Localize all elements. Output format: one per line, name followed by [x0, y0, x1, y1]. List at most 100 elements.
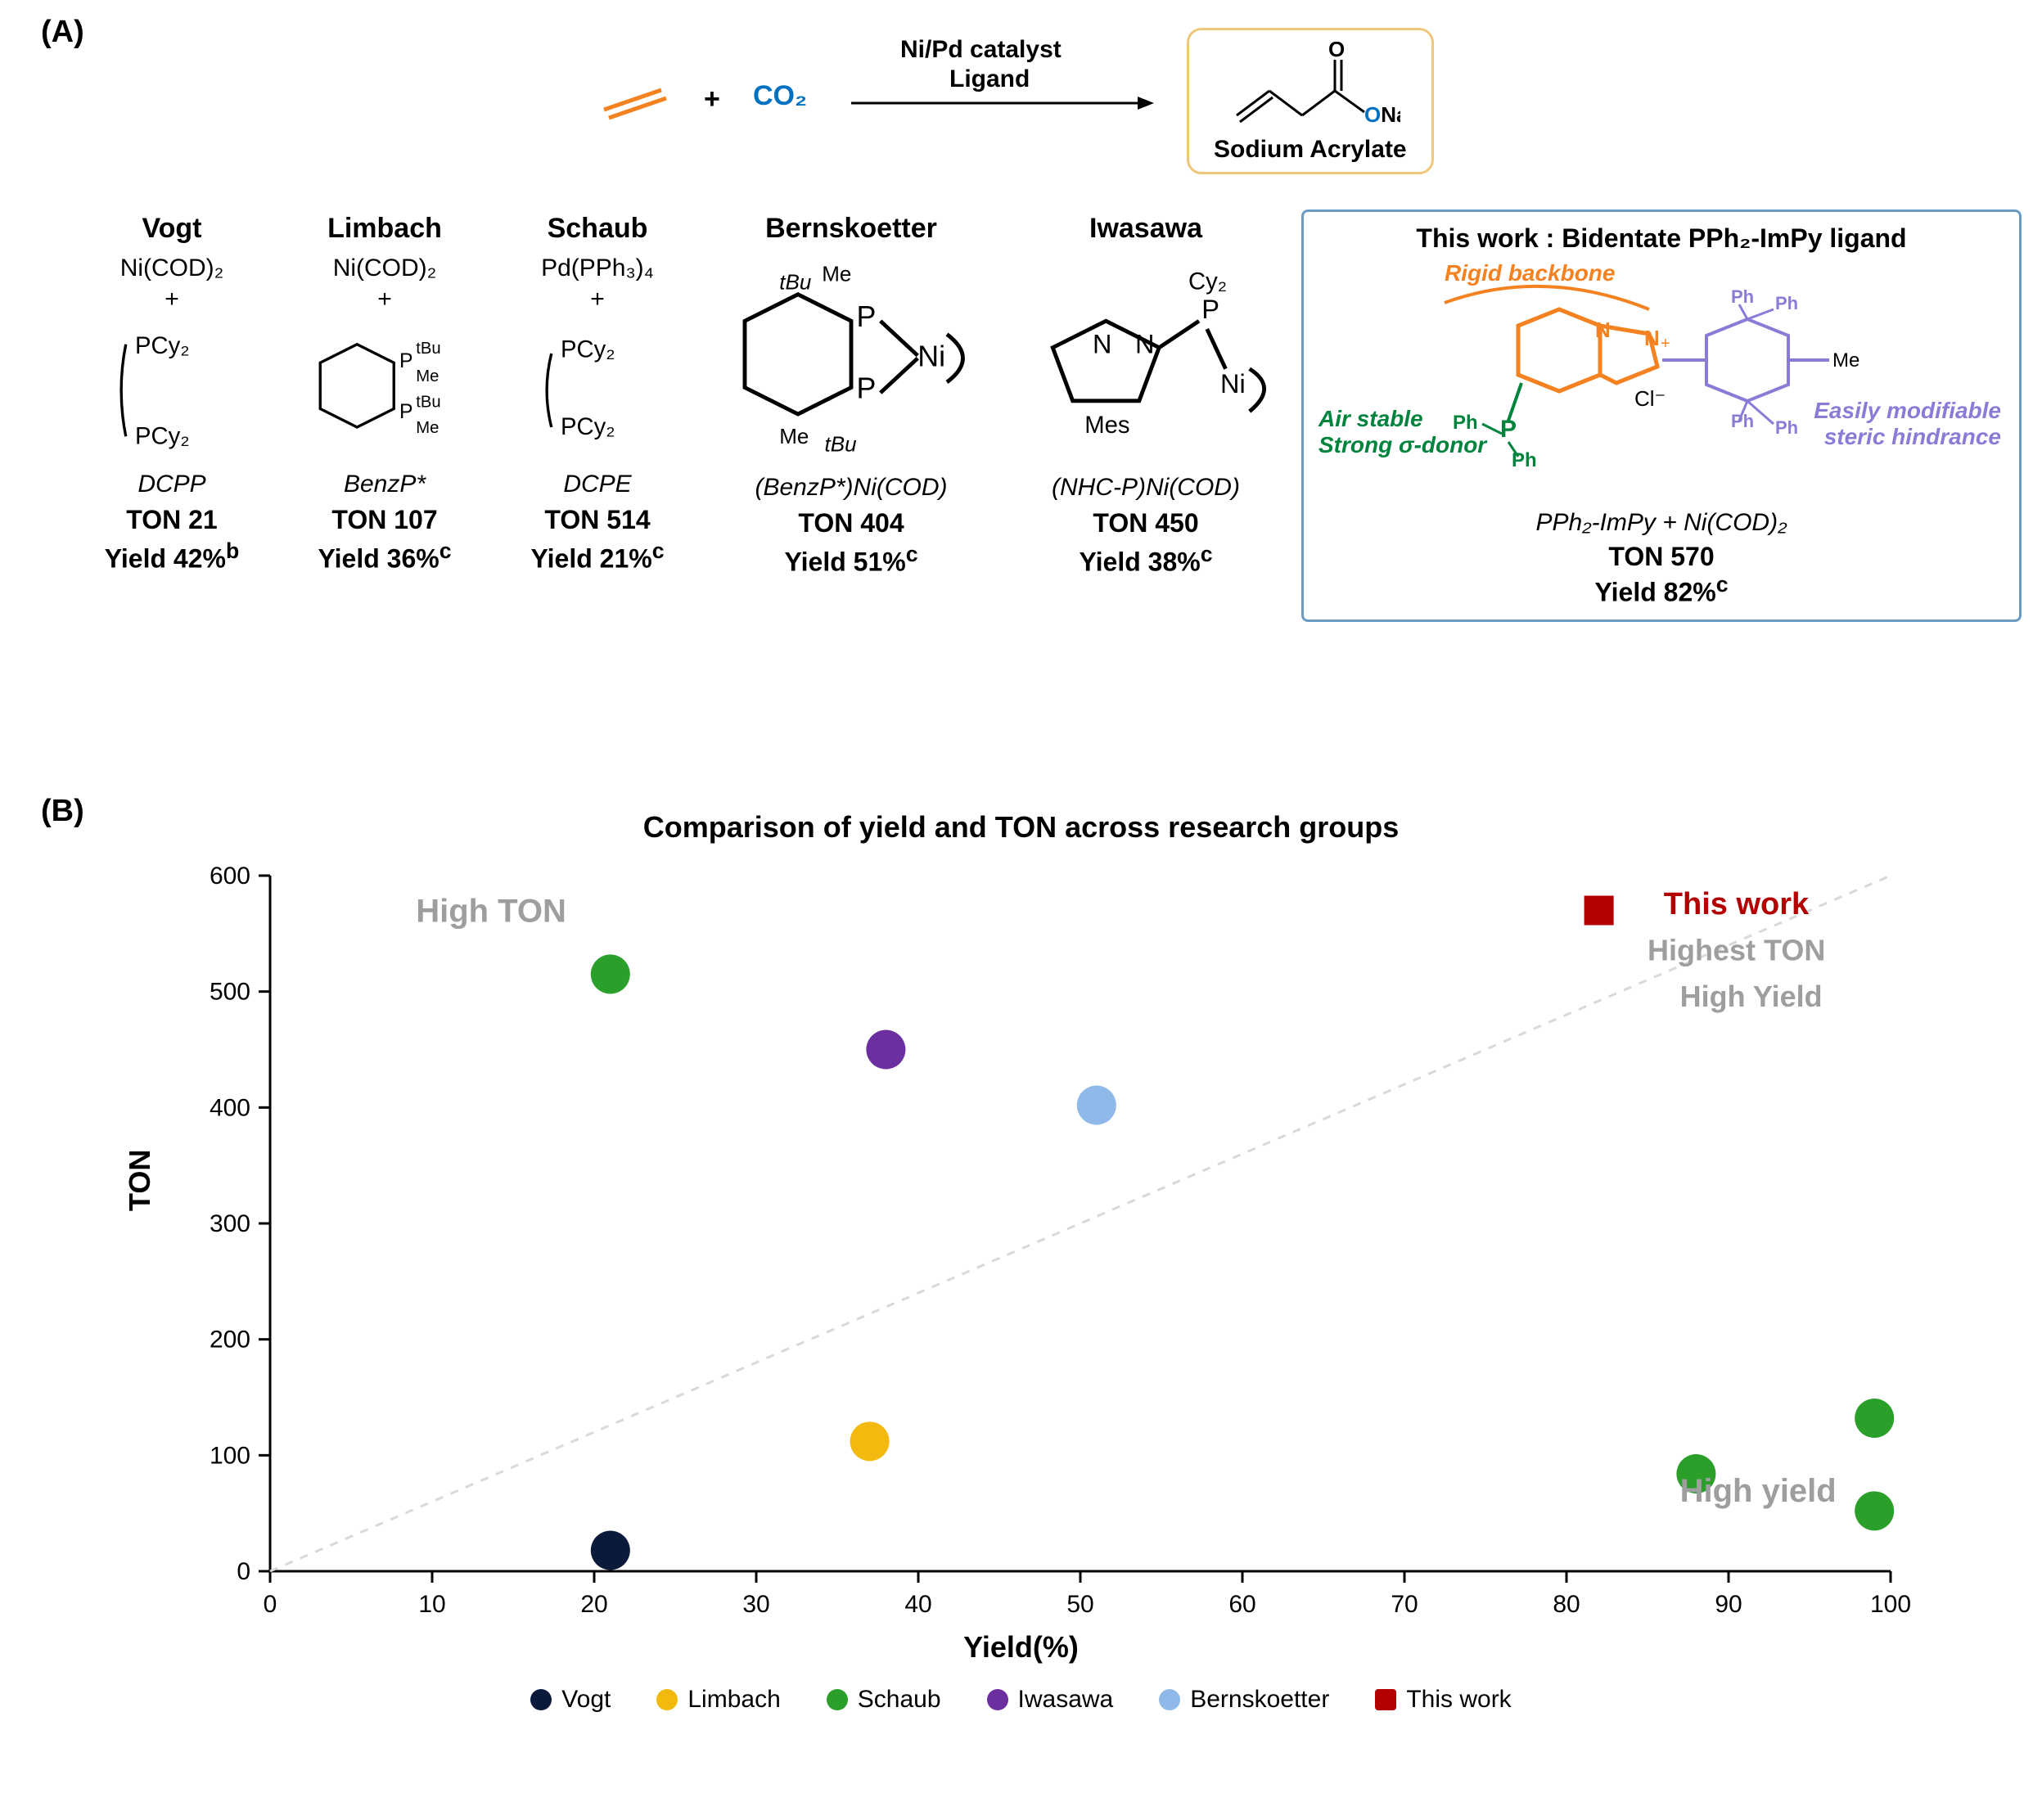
svg-text:Ph: Ph: [1731, 286, 1754, 307]
svg-text:30: 30: [742, 1591, 769, 1618]
svg-text:+: +: [1661, 335, 1670, 353]
annot-steric1: Easily modifiable: [1814, 398, 2001, 424]
svg-text:10: 10: [418, 1591, 445, 1618]
group-ton: TON 450: [1007, 508, 1285, 538]
group-structure: PCy₂PCy₂: [499, 317, 696, 464]
svg-text:N: N: [1595, 318, 1611, 342]
svg-text:Me: Me: [822, 262, 851, 286]
legend-item-iwasawa: Iwasawa: [987, 1686, 1114, 1714]
svg-text:400: 400: [210, 1094, 250, 1121]
thiswork-yield: Yield 82%c: [1322, 572, 2001, 608]
svg-text:High yield: High yield: [1680, 1473, 1837, 1509]
group-ton: TON 514: [499, 505, 696, 535]
ethylene-icon: [597, 82, 671, 123]
svg-text:Me: Me: [416, 419, 439, 437]
svg-text:500: 500: [210, 979, 250, 1006]
svg-text:20: 20: [580, 1591, 607, 1618]
legend-item-this-work: This work: [1375, 1686, 1511, 1714]
svg-text:40: 40: [904, 1591, 931, 1618]
group-yield: Yield 42%b: [74, 538, 270, 574]
legend: Vogt Limbach Schaub Iwasawa Bernskoetter This…: [41, 1686, 2001, 1714]
annot-sigma: Strong σ-donor: [1319, 432, 1486, 458]
arrow-label-top: Ni/Pd catalyst: [900, 36, 1062, 64]
reaction-plus: +: [704, 83, 720, 115]
group-plus: +: [499, 286, 696, 313]
reaction-arrow-icon: [851, 93, 1154, 113]
group-system: Pd(PPh₃)₄: [499, 255, 696, 282]
group-col-vogt: Vogt Ni(COD)₂ + PCy₂PCy₂ DCPP TON 21 Yie…: [74, 213, 270, 574]
point-Bernskoetter: [1077, 1086, 1116, 1125]
svg-text:0: 0: [237, 1558, 250, 1585]
group-yield: Yield 36%c: [278, 538, 491, 574]
svg-text:PCy₂: PCy₂: [561, 414, 615, 440]
legend-item-limbach: Limbach: [656, 1686, 780, 1714]
group-ligand: BenzP*: [278, 471, 491, 498]
panel-b: Comparison of yield and TON across resea…: [41, 794, 2001, 1776]
product-box: O ONa Sodium Acrylate: [1187, 28, 1434, 174]
svg-text:200: 200: [210, 1327, 250, 1354]
chart-svg: 0102030405060708090100010020030040050060…: [205, 859, 1923, 1637]
point-Schaub: [591, 954, 630, 993]
legend-item-vogt: Vogt: [530, 1686, 611, 1714]
group-name: Schaub: [499, 213, 696, 245]
legend-label: Iwasawa: [1018, 1686, 1114, 1714]
legend-item-bernskoetter: Bernskoetter: [1159, 1686, 1329, 1714]
annot-air: Air stable: [1319, 406, 1423, 432]
group-structure: PPNitBuMeMetBu: [704, 255, 998, 467]
svg-text:Me: Me: [416, 367, 439, 385]
point-Limbach: [850, 1421, 890, 1461]
group-col-iwasawa: Iwasawa NNPCy₂NiMes (NHC-P)Ni(COD) TON 4…: [1007, 213, 1285, 578]
svg-text:tBu: tBu: [416, 340, 440, 358]
svg-text:Ph: Ph: [1775, 417, 1798, 438]
svg-text:P: P: [399, 350, 413, 372]
chart-area: 0102030405060708090100010020030040050060…: [205, 859, 1923, 1637]
group-ligand: DCPE: [499, 471, 696, 498]
svg-text:Highest TON: Highest TON: [1648, 933, 1825, 966]
legend-item-schaub: Schaub: [827, 1686, 941, 1714]
svg-text:Cl⁻: Cl⁻: [1634, 386, 1666, 411]
group-ton: TON 21: [74, 505, 270, 535]
svg-text:N: N: [1135, 329, 1154, 358]
legend-swatch: [1159, 1689, 1180, 1710]
point-Vogt: [591, 1531, 630, 1570]
reaction-co2: CO₂: [753, 80, 807, 112]
svg-text:0: 0: [264, 1591, 277, 1618]
svg-text:O: O: [1328, 42, 1345, 61]
svg-text:Cy₂: Cy₂: [1188, 268, 1227, 295]
svg-text:High Yield: High Yield: [1680, 980, 1823, 1013]
svg-text:PCy₂: PCy₂: [135, 333, 190, 359]
svg-text:Ni: Ni: [917, 340, 945, 373]
svg-text:Ph: Ph: [1775, 293, 1798, 313]
legend-swatch: [530, 1689, 552, 1710]
group-structure: PPtBuMetBuMe: [278, 317, 491, 464]
svg-text:P: P: [1201, 295, 1219, 324]
group-structure: PCy₂ PCy₂: [74, 317, 270, 464]
legend-label: Schaub: [858, 1686, 941, 1714]
svg-text:Me: Me: [1832, 349, 1859, 372]
arrow-label-bottom: Ligand: [949, 65, 1030, 93]
svg-text:N: N: [1093, 329, 1111, 358]
svg-text:60: 60: [1228, 1591, 1255, 1618]
group-yield: Yield 38%c: [1007, 542, 1285, 578]
legend-label: Bernskoetter: [1190, 1686, 1329, 1714]
svg-text:70: 70: [1391, 1591, 1418, 1618]
y-axis-label: TON: [123, 1150, 157, 1211]
svg-text:PCy₂: PCy₂: [135, 423, 190, 449]
group-ligand: (BenzP*)Ni(COD): [704, 474, 998, 502]
group-plus: +: [278, 286, 491, 313]
sodium-acrylate-icon: O ONa: [1220, 42, 1400, 132]
group-yield: Yield 21%c: [499, 538, 696, 574]
svg-text:100: 100: [210, 1442, 250, 1469]
svg-text:P: P: [857, 300, 877, 333]
thiswork-structure: Rigid backbone Air stable Strong σ-donor…: [1322, 260, 2001, 506]
group-structure: NNPCy₂NiMes: [1007, 255, 1285, 467]
group-col-schaub: Schaub Pd(PPh₃)₄ + PCy₂PCy₂ DCPE TON 514…: [499, 213, 696, 574]
svg-text:Me: Me: [779, 424, 809, 448]
legend-swatch: [827, 1689, 848, 1710]
legend-label: Limbach: [687, 1686, 780, 1714]
thiswork-box: This work : Bidentate PPh₂-ImPy ligand R…: [1301, 209, 2022, 622]
svg-text:P: P: [399, 401, 413, 423]
svg-text:This work: This work: [1664, 887, 1810, 921]
svg-text:tBu: tBu: [779, 269, 811, 294]
thiswork-ton: TON 570: [1322, 542, 2001, 572]
